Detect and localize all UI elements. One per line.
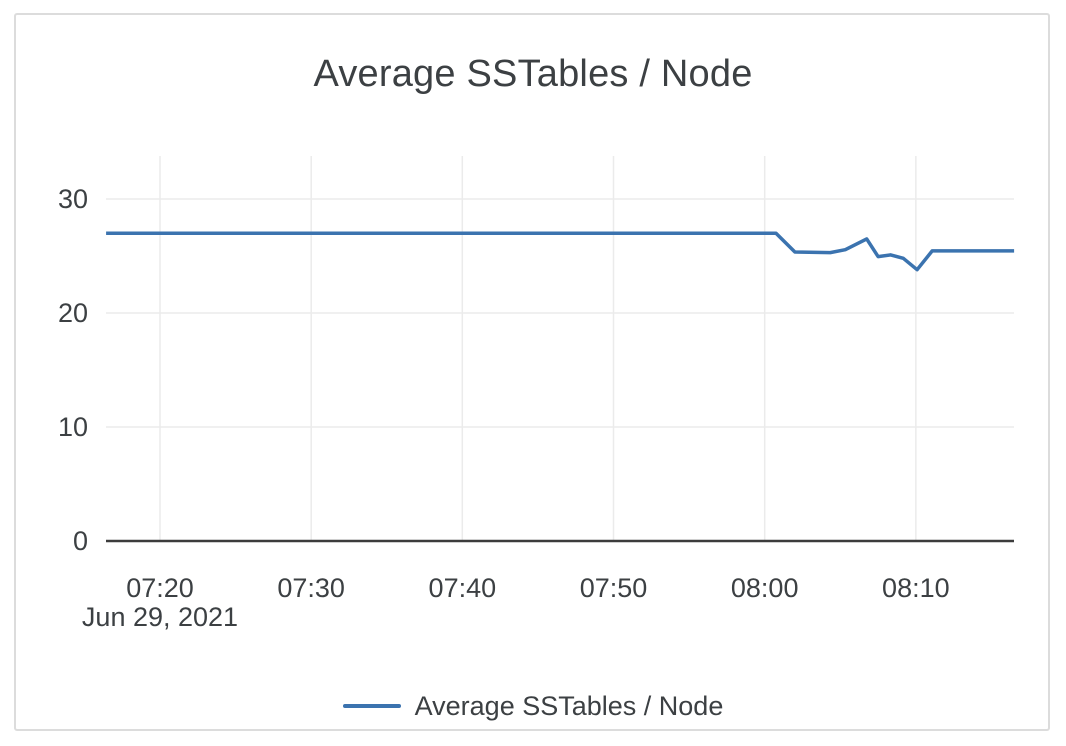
series-line — [106, 231, 1015, 272]
legend: Average SSTables / Node — [0, 688, 1066, 724]
y-tick-label: 20 — [58, 298, 88, 328]
legend-line-swatch — [342, 704, 401, 708]
y-tick-label: 30 — [58, 184, 88, 214]
legend-label: Average SSTables / Node — [414, 690, 724, 721]
x-tick-label: 08:10 — [882, 573, 950, 603]
y-tick-label: 0 — [73, 526, 88, 556]
x-tick-label: 07:20 — [126, 573, 194, 603]
chart-title: Average SSTables / Node — [313, 53, 753, 95]
x-axis-date-label: Jun 29, 2021 — [82, 602, 238, 632]
x-tick-label: 07:30 — [277, 573, 345, 603]
chart-card — [14, 13, 1050, 731]
y-tick-label: 10 — [58, 412, 88, 442]
x-tick-label: 07:50 — [580, 573, 648, 603]
x-tick-label: 07:40 — [429, 573, 497, 603]
x-tick-label: 08:00 — [731, 573, 799, 603]
